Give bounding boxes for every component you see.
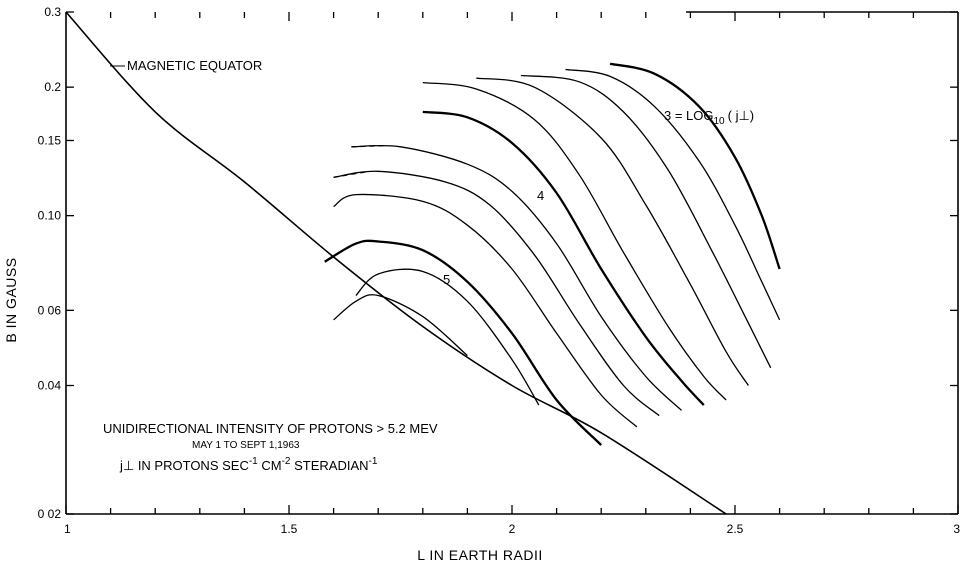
- contour-layer: [324, 62, 781, 446]
- contour-line-6: [351, 144, 682, 411]
- y-tick-label: 0.10: [38, 209, 62, 223]
- y-tick-label: 0 06: [38, 303, 62, 317]
- contour-line-8: [422, 81, 727, 401]
- y-axis-ticks: 0.3 0.2 0.15 0.10 0 06 0.04 0 02: [38, 5, 958, 521]
- contour-line-3: [324, 239, 603, 446]
- note-units-b: CM: [258, 458, 282, 473]
- magnetic-equator-line: [65, 11, 727, 515]
- note-units-a: j⊥ IN PROTONS SEC: [119, 458, 249, 473]
- contour-line-9: [476, 77, 749, 386]
- y-tick-label: 0 02: [38, 507, 62, 521]
- contour-line-7: [422, 110, 705, 406]
- note-sup-1: -1: [249, 456, 258, 467]
- contour-line-10: [520, 74, 772, 369]
- equator-layer: [65, 11, 727, 515]
- x-axis-ticks: 1 1.5 2 2.5 3: [64, 12, 960, 536]
- contour-dashed-extension-1: [351, 144, 388, 148]
- log-legend-main: 3 = LOG: [664, 108, 714, 123]
- x-tick-label: 2: [509, 522, 516, 536]
- contour-dashed-extension-2: [333, 170, 370, 178]
- note-units-c: STERADIAN: [290, 458, 368, 473]
- y-tick-label: 0.04: [38, 379, 62, 393]
- contour-line-5: [333, 170, 660, 417]
- note-sup-2: -2: [282, 456, 291, 467]
- plot-frame: [65, 11, 959, 515]
- x-tick-label: 2.5: [727, 522, 744, 536]
- note-sup-3: -1: [369, 456, 378, 467]
- contour-label-4: 4: [537, 188, 544, 203]
- log-legend: 3 = LOG10( j⊥): [664, 108, 754, 127]
- x-tick-label: 3: [953, 522, 960, 536]
- contour-line-1: [333, 294, 468, 357]
- log-legend-tail: ( j⊥): [728, 108, 754, 123]
- contour-line-11: [565, 68, 781, 321]
- contour-line-4: [333, 193, 638, 428]
- note-dates: MAY 1 TO SEPT 1,1963: [192, 440, 300, 451]
- contour-line-12: [609, 62, 781, 270]
- log-legend-subscript: 10: [714, 116, 726, 127]
- note-units: j⊥ IN PROTONS SEC-1 CM-2 STERADIAN-1: [119, 456, 378, 473]
- equator-label: MAGNETIC EQUATOR: [127, 58, 262, 73]
- contour-line-2: [355, 268, 540, 406]
- y-tick-label: 0.2: [44, 80, 61, 94]
- x-axis-title: L IN EARTH RADII: [417, 547, 542, 563]
- note-title: UNIDIRECTIONAL INTENSITY OF PROTONS > 5.…: [103, 421, 438, 436]
- y-axis-title: B IN GAUSS: [3, 257, 19, 342]
- y-tick-label: 0.15: [38, 133, 62, 147]
- y-tick-label: 0.3: [44, 5, 61, 19]
- x-tick-label: 1.5: [281, 522, 298, 536]
- contour-label-5: 5: [443, 272, 450, 287]
- x-tick-label: 1: [64, 522, 71, 536]
